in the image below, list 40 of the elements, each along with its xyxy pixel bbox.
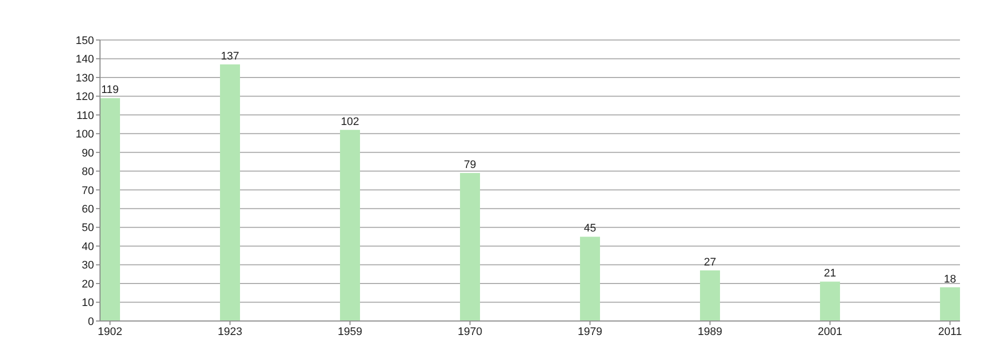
bar bbox=[820, 282, 840, 321]
data-label: 27 bbox=[704, 256, 716, 268]
y-tick-label: 140 bbox=[76, 54, 94, 66]
y-tick-label: 40 bbox=[82, 240, 94, 253]
y-tick-label: 20 bbox=[82, 278, 94, 290]
bar bbox=[340, 130, 360, 321]
data-label: 79 bbox=[464, 159, 476, 172]
y-tick-label: 130 bbox=[76, 72, 94, 84]
data-label: 119 bbox=[101, 84, 119, 96]
x-tick-label: 1923 bbox=[218, 326, 242, 338]
bar bbox=[700, 270, 720, 321]
x-tick-label: 1970 bbox=[458, 326, 482, 338]
y-tick-label: 110 bbox=[76, 110, 94, 122]
bar bbox=[940, 287, 960, 321]
y-tick-label: 100 bbox=[76, 128, 94, 141]
x-tick-label: 2011 bbox=[938, 326, 962, 338]
y-tick-label: 50 bbox=[82, 222, 94, 234]
x-tick-label: 1902 bbox=[98, 326, 122, 338]
y-tick-label: 30 bbox=[82, 260, 94, 272]
x-tick-label: 1959 bbox=[338, 326, 362, 338]
x-tick-label: 1979 bbox=[578, 326, 602, 338]
bar bbox=[220, 64, 240, 321]
data-label: 102 bbox=[340, 116, 360, 128]
bar bbox=[460, 173, 480, 321]
x-tick-label: 1989 bbox=[698, 326, 722, 338]
y-tick-label: 70 bbox=[82, 184, 94, 197]
y-tick-label: 90 bbox=[82, 147, 94, 160]
y-tick-label: 150 bbox=[76, 34, 94, 47]
data-label: 21 bbox=[824, 268, 836, 280]
y-tick-label: 80 bbox=[82, 166, 94, 178]
data-label: 137 bbox=[220, 50, 240, 62]
bar bbox=[100, 98, 120, 321]
y-tick-label: 10 bbox=[82, 297, 94, 310]
data-label: 18 bbox=[944, 273, 956, 286]
y-tick-label: 60 bbox=[82, 204, 94, 216]
x-tick-label: 2001 bbox=[818, 326, 842, 338]
y-tick-label: 120 bbox=[76, 91, 94, 104]
bar bbox=[580, 236, 600, 321]
y-tick-label: 0 bbox=[88, 316, 94, 328]
data-label: 45 bbox=[584, 222, 596, 235]
